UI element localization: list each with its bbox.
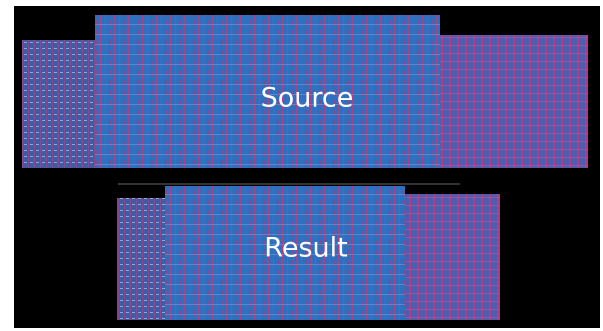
block	[405, 194, 500, 320]
block	[117, 198, 167, 320]
label: Result	[264, 233, 347, 264]
result-layout: Result	[117, 184, 500, 320]
source-layout: Source	[22, 15, 588, 168]
block	[22, 40, 97, 168]
block	[440, 35, 588, 168]
layout-image: Source Result	[0, 0, 603, 331]
label: Source	[261, 83, 354, 114]
